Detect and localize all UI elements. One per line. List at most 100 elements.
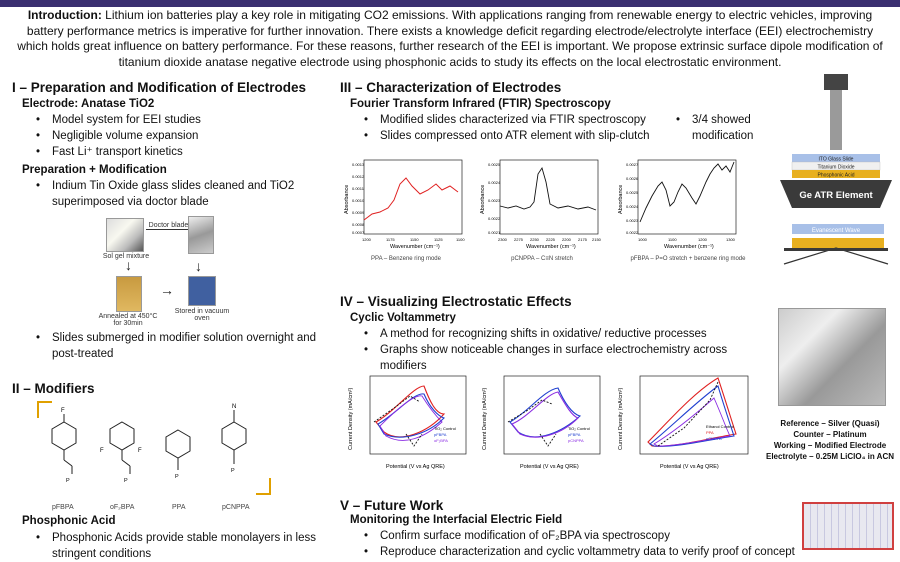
ftir-subtitle: Fourier Transform Infrared (FTIR) Spectr… xyxy=(350,98,611,110)
future-bullets: Confirm surface modification of oF₂BPA v… xyxy=(356,528,856,560)
ppa-series-line xyxy=(363,177,459,221)
ppa-caption: PPA – Benzene ring mode xyxy=(371,256,442,262)
modifier-structures: F F F N P P P P xyxy=(37,401,271,495)
wave-label: Evanescent Wave xyxy=(812,228,861,234)
tick: 0.0024 xyxy=(626,204,639,209)
tick: 0.0027 xyxy=(626,162,639,167)
tick: 0.0022 xyxy=(488,216,501,221)
tick: 0.0013 xyxy=(352,162,365,167)
svg-text:P: P xyxy=(231,468,235,474)
molecule-pfbpa xyxy=(51,414,77,474)
section-1-title: I – Preparation and Modification of Elec… xyxy=(12,80,307,95)
svg-text:P: P xyxy=(175,474,179,480)
ftir-bullets: Modified slides characterized via FTIR s… xyxy=(356,112,666,144)
phosphonic-subtitle: Phosphonic Acid xyxy=(22,515,116,527)
cv-subtitle: Cyclic Voltammetry xyxy=(350,312,456,324)
tick: 1200 xyxy=(362,237,372,242)
bullet: Fast Li⁺ transport kinetics xyxy=(28,144,328,160)
bullet: Slides submerged in modifier solution ov… xyxy=(28,330,328,362)
bullet: A method for recognizing shifts in oxida… xyxy=(356,326,776,342)
svg-text:P: P xyxy=(124,478,128,484)
bullet: Slides compressed onto ATR element with … xyxy=(356,128,666,144)
tick: 1000 xyxy=(638,237,648,242)
y-axis-label: Current Density (mA/cm²) xyxy=(482,387,488,450)
tick: 0.0021 xyxy=(488,230,501,235)
cv1-series-3 xyxy=(379,395,443,441)
cv-setup-info: Reference – Silver (Quasi) Counter – Pla… xyxy=(762,418,898,462)
ito-label: ITO Glass Slide xyxy=(819,157,854,163)
section-3-title: III – Characterization of Electrodes xyxy=(340,80,562,95)
cv3-series-2 xyxy=(648,385,735,447)
tick: 0.0025 xyxy=(626,190,639,195)
clutch-knob xyxy=(824,74,848,90)
cell-setup-photo xyxy=(778,308,886,406)
pfbpa-series-line xyxy=(639,161,735,223)
svg-text:F: F xyxy=(100,448,104,454)
ftir-bullets-2: 3/4 showed modification xyxy=(668,112,808,144)
tick: 0.0012 xyxy=(352,174,365,179)
legend-entry: Ethanol Control xyxy=(706,424,734,429)
cv1-control-line xyxy=(373,395,423,447)
tick: 2275 xyxy=(514,237,524,242)
cv1-series-1 xyxy=(375,385,446,438)
pa-label: Phosphonic Acid xyxy=(818,173,855,179)
reference-electrode: Reference – Silver (Quasi) xyxy=(780,419,880,428)
x-axis-label: Wavenumber (cm⁻¹) xyxy=(390,244,440,250)
cv-plot-1: Current Density (mA/cm²) Potential (V vs… xyxy=(348,375,467,470)
pcnppa-caption: pCNPPA – C≡N stretch xyxy=(511,256,573,262)
legend-entry: pFBPA xyxy=(568,432,581,437)
bullet: Graphs show noticeable changes in surfac… xyxy=(356,342,776,374)
cv-plot-2: Current Density (mA/cm²) Potential (V vs… xyxy=(482,375,601,470)
tick: 0.0011 xyxy=(352,186,365,191)
bullet: Model system for EEI studies xyxy=(28,112,328,128)
intro-label: Introduction: xyxy=(27,8,102,22)
ftir-plot-ppa: Absorbance Wavenumber (cm⁻¹) 1200 1175 115… xyxy=(344,159,465,262)
doctor-blade-caption: Doctor blade xyxy=(146,222,191,230)
tick: 2150 xyxy=(592,237,602,242)
y-axis-label: Absorbance xyxy=(618,185,624,214)
tick: 2200 xyxy=(562,237,572,242)
tick: 2250 xyxy=(530,237,540,242)
bullet: Modified slides characterized via FTIR s… xyxy=(356,112,666,128)
corner-bracket xyxy=(37,401,52,418)
y-axis-label: Current Density (mA/cm²) xyxy=(348,387,354,450)
legend-entry: PPA xyxy=(706,430,714,435)
post-bullets: Slides submerged in modifier solution ov… xyxy=(28,330,328,362)
pcnppa-series-line xyxy=(499,166,597,211)
legend-entry: pCNPPA xyxy=(706,436,722,441)
prep-subtitle: Preparation + Modification xyxy=(22,164,167,176)
annealed-photo xyxy=(116,276,142,312)
tick: 1200 xyxy=(698,237,708,242)
bullet: Negligible volume expansion xyxy=(28,128,328,144)
tick: 2225 xyxy=(546,237,556,242)
svg-text:P: P xyxy=(66,478,70,484)
x-axis-label: Potential (V vs Ag QRE) xyxy=(386,464,445,470)
tick: 0.0025 xyxy=(488,162,501,167)
molecule-pcnppa xyxy=(221,410,247,464)
tick: 1175 xyxy=(386,237,395,242)
stored-photo xyxy=(188,276,216,306)
electrode-subtitle: Electrode: Anatase TiO2 xyxy=(22,98,155,110)
tick: 1100 xyxy=(456,237,465,242)
tick: 0.0023 xyxy=(488,198,501,203)
electrolyte: Electrolyte – 0.25M LiClO₄ in ACN xyxy=(766,452,894,461)
tick: 0.0007 xyxy=(352,230,365,235)
section-2-title: II – Modifiers xyxy=(12,381,95,396)
bullet: Phosphonic Acids provide stable monolaye… xyxy=(28,530,328,562)
legend-entry: pCNPPA xyxy=(568,438,584,443)
of2bpa-label: oF₂BPA xyxy=(110,504,135,511)
tick: 0.0009 xyxy=(352,210,365,215)
doctor-blade-photo xyxy=(188,216,214,254)
intro-text: Lithium ion batteries play a key role in… xyxy=(17,8,883,69)
tick: 1100 xyxy=(668,237,677,242)
tick: 0.0023 xyxy=(626,218,639,223)
tick: 1125 xyxy=(434,237,443,242)
x-axis-label: Potential (V vs Ag QRE) xyxy=(660,464,719,470)
sol-gel-caption: Sol gel mixture xyxy=(102,253,150,260)
bullet: Reproduce characterization and cyclic vo… xyxy=(356,544,856,560)
crystal-surface xyxy=(784,248,888,251)
cv2-series-2 xyxy=(511,391,580,438)
stored-caption: Stored in vacuum oven xyxy=(174,308,230,322)
tick: 1300 xyxy=(726,237,736,242)
legend-entry: TiO₂ Control xyxy=(568,426,590,431)
